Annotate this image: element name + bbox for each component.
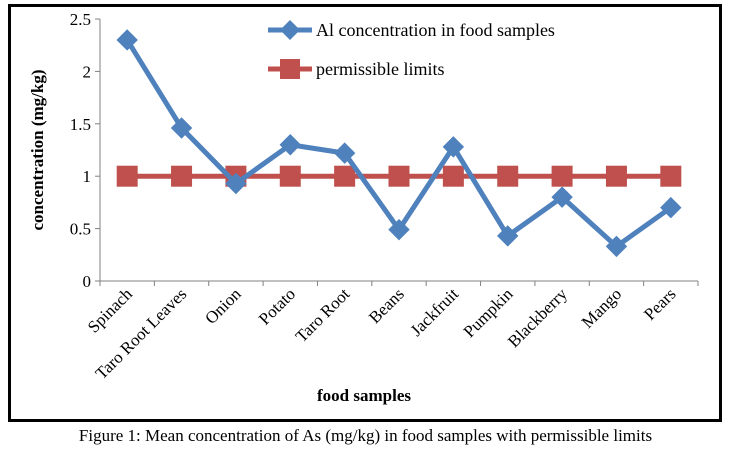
diamond-marker xyxy=(225,172,247,195)
diamond-marker xyxy=(388,218,410,241)
series-diamond xyxy=(116,29,682,258)
diamond-marker xyxy=(660,196,682,219)
y-tick-label: 2 xyxy=(83,62,92,81)
y-tick-label: 1 xyxy=(83,167,92,186)
square-marker xyxy=(334,165,356,187)
x-tick-label: Potato xyxy=(255,284,299,328)
y-tick-label: 2.5 xyxy=(70,10,91,29)
square-marker xyxy=(660,165,682,187)
square-marker xyxy=(388,165,410,187)
chart-legend: Al concentration in food samples permissi… xyxy=(268,20,555,79)
y-tick-labels: 0 0.5 1 1.5 2 2.5 xyxy=(70,10,91,291)
diamond-marker xyxy=(551,186,573,208)
square-marker xyxy=(279,165,301,187)
square-marker xyxy=(497,165,519,187)
diamond-marker xyxy=(170,117,193,139)
chart-series xyxy=(116,29,682,258)
x-tick-label: Pears xyxy=(640,284,679,323)
x-tick-label: Onion xyxy=(201,284,245,328)
diamond-marker xyxy=(279,134,301,156)
series-square xyxy=(116,165,682,187)
diamond-marker xyxy=(333,142,356,164)
x-axis-title: food samples xyxy=(317,386,411,405)
x-tick-label: Jackfruit xyxy=(407,284,463,340)
square-marker xyxy=(605,165,627,187)
x-tick-label: Blackberry xyxy=(504,284,571,351)
diamond-marker xyxy=(442,136,465,158)
legend-square-marker xyxy=(280,59,300,79)
x-tick-label: Taro Root xyxy=(292,284,354,346)
square-marker xyxy=(171,165,193,187)
y-tick-label: 0 xyxy=(83,272,92,291)
y-axis-title: concentration (mg/kg) xyxy=(28,69,47,230)
legend-label: Al concentration in food samples xyxy=(316,20,555,40)
square-marker xyxy=(116,165,138,187)
y-tick-label: 1.5 xyxy=(70,115,91,134)
y-tick-label: 0.5 xyxy=(70,220,91,239)
diamond-marker xyxy=(116,29,138,51)
square-marker xyxy=(551,165,573,187)
x-tick-label: Mango xyxy=(578,284,625,331)
x-tick-label: Spinach xyxy=(84,284,137,337)
diamond-marker xyxy=(605,235,628,258)
legend-diamond-marker xyxy=(280,20,300,40)
legend-label: permissible limits xyxy=(316,59,445,79)
chart-frame xyxy=(8,4,722,422)
square-marker xyxy=(442,165,464,187)
chart-axes xyxy=(95,18,699,286)
diamond-marker xyxy=(497,225,519,247)
x-tick-label: Beans xyxy=(365,284,408,327)
figure-caption: Figure 1: Mean concentration of As (mg/k… xyxy=(78,426,653,445)
